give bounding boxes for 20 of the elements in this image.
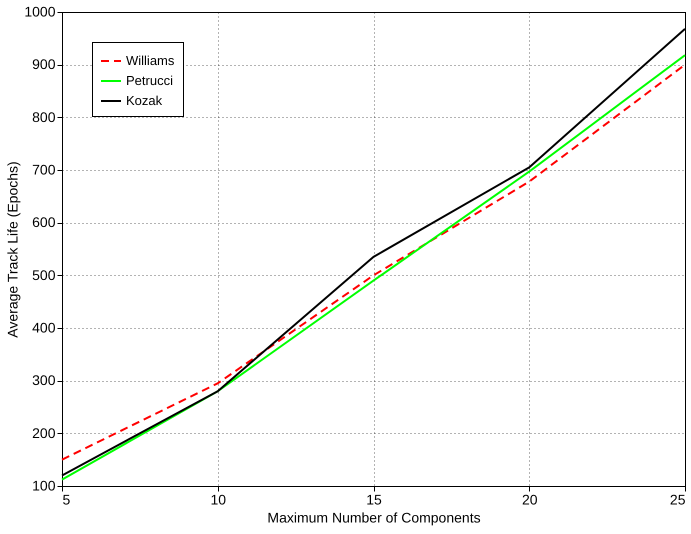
x-tick-label: 5	[62, 492, 70, 508]
y-tick-label: 900	[32, 56, 56, 72]
y-tick-label: 100	[32, 478, 56, 494]
legend-label: Kozak	[126, 93, 163, 108]
y-tick-label: 1000	[24, 4, 56, 20]
y-tick-label: 400	[32, 320, 56, 336]
x-tick-label: 15	[366, 492, 382, 508]
y-tick-label: 500	[32, 266, 56, 283]
y-tick-label: 300	[32, 372, 56, 388]
y-tick-label: 700	[32, 162, 56, 178]
y-tick-label: 200	[32, 424, 56, 441]
x-tick-label: 20	[522, 492, 538, 508]
y-axis-title: Average Track Life (Epochs)	[4, 161, 20, 338]
legend-label: Williams	[126, 53, 175, 68]
y-tick-label: 600	[32, 214, 56, 230]
x-axis-title: Maximum Number of Components	[267, 510, 481, 526]
y-tick-label: 800	[32, 108, 56, 125]
x-tick-label: 10	[210, 492, 226, 508]
legend-label: Petrucci	[126, 73, 174, 88]
x-tick-label: 25	[670, 492, 686, 508]
